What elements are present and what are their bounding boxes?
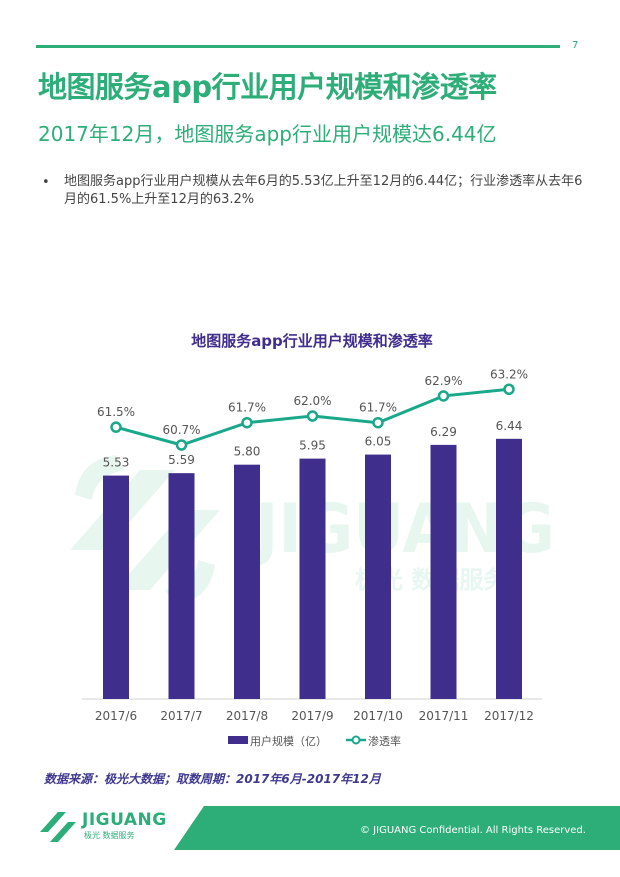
watermark-logo-icon bbox=[70, 455, 220, 605]
legend-line-marker bbox=[351, 735, 361, 745]
bar-label-2017/6: 5.53 bbox=[103, 456, 130, 470]
line-label-2017/7: 60.7% bbox=[162, 423, 200, 437]
line-point-2017/10 bbox=[372, 416, 384, 429]
top-rule bbox=[36, 45, 560, 48]
logo-subtitle: 极光 数据服务 bbox=[84, 831, 135, 840]
bar-2017/6 bbox=[103, 475, 129, 699]
line-point-2017/8 bbox=[241, 416, 253, 429]
footer-copyright: © JIGUANG Confidential. All Rights Reser… bbox=[360, 825, 586, 836]
combo-chart: JIGUANG 极光 数据服务 地图服务app行业用户规模和渗透率 5.535.… bbox=[70, 332, 555, 748]
bar-2017/12 bbox=[496, 438, 522, 699]
page-subtitle: 2017年12月，地图服务app行业用户规模达6.44亿 bbox=[38, 122, 497, 146]
bar-label-2017/10: 6.05 bbox=[365, 435, 392, 449]
bar-label-2017/8: 5.80 bbox=[234, 445, 261, 459]
bar-label-2017/9: 5.95 bbox=[299, 439, 326, 453]
chart-container: JIGUANG 极光 数据服务 地图服务app行业用户规模和渗透率 5.535.… bbox=[0, 320, 620, 760]
x-tick-2017/9: 2017/9 bbox=[291, 709, 333, 723]
bar-2017/7 bbox=[168, 473, 195, 699]
line-label-2017/9: 62.0% bbox=[293, 394, 331, 408]
chart-title: 地图服务app行业用户规模和渗透率 bbox=[191, 332, 433, 350]
bar-label-2017/7: 5.59 bbox=[168, 453, 195, 467]
line-point-2017/11 bbox=[437, 390, 450, 402]
line-point-2017/12 bbox=[503, 383, 515, 395]
logo-name: JIGUANG bbox=[82, 810, 167, 830]
footer-band bbox=[174, 806, 620, 850]
legend-line-label: 渗透率 bbox=[368, 734, 401, 748]
line-label-2017/8: 61.7% bbox=[228, 401, 266, 415]
x-tick-2017/6: 2017/6 bbox=[95, 709, 137, 723]
line-label-2017/10: 61.7% bbox=[359, 401, 397, 415]
legend-bar-swatch bbox=[228, 736, 248, 744]
x-tick-2017/10: 2017/10 bbox=[353, 709, 403, 723]
line-point-2017/6 bbox=[110, 421, 122, 433]
x-tick-2017/8: 2017/8 bbox=[226, 709, 268, 723]
line-label-2017/11: 62.9% bbox=[424, 374, 462, 388]
bar-2017/9 bbox=[299, 458, 326, 699]
x-tick-2017/12: 2017/12 bbox=[484, 709, 534, 723]
page-number: 7 bbox=[572, 40, 579, 51]
bar-2017/8 bbox=[234, 464, 260, 699]
legend-bar-label: 用户规模（亿） bbox=[250, 734, 327, 748]
jiguang-logo-icon bbox=[40, 812, 76, 842]
x-tick-2017/7: 2017/7 bbox=[160, 709, 202, 723]
bar-label-2017/12: 6.44 bbox=[496, 419, 523, 433]
bar-2017/10 bbox=[365, 454, 391, 699]
page-title: 地图服务app行业用户规模和渗透率 bbox=[38, 70, 497, 104]
data-source-note: 数据来源：极光大数据；取数周期：2017年6月-2017年12月 bbox=[44, 772, 381, 786]
bullet-marker: • bbox=[42, 175, 50, 190]
legend: 用户规模（亿） 渗透率 bbox=[228, 734, 401, 748]
line-point-2017/7 bbox=[175, 439, 188, 451]
bar-label-2017/11: 6.29 bbox=[430, 425, 457, 439]
bullet-text: 地图服务app行业用户规模从去年6月的5.53亿上升至12月的6.44亿；行业渗… bbox=[64, 174, 583, 207]
line-label-2017/6: 61.5% bbox=[97, 405, 135, 419]
x-tick-2017/11: 2017/11 bbox=[419, 709, 469, 723]
line-label-2017/12: 63.2% bbox=[490, 367, 528, 381]
bar-2017/11 bbox=[430, 444, 457, 699]
line-point-2017/9 bbox=[306, 410, 319, 422]
